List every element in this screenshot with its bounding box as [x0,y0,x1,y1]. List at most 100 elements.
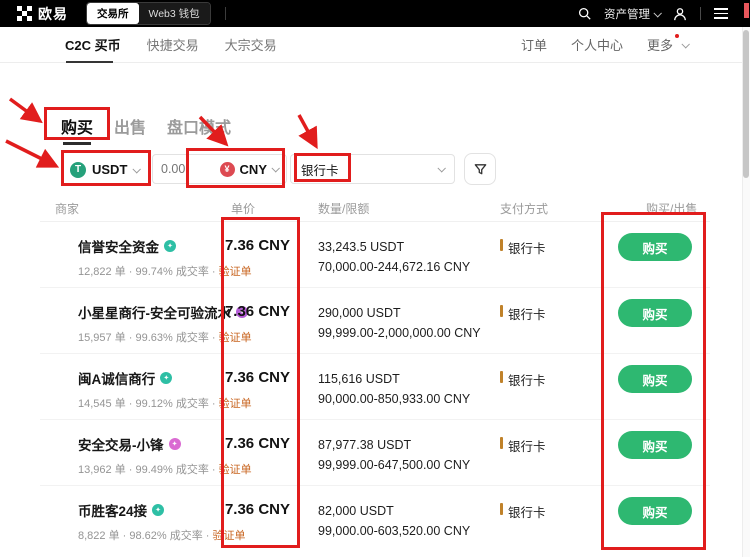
bank-card-icon [500,503,503,515]
payment-label: 银行卡 [508,374,546,388]
assets-menu-label: 资产管理 [604,8,650,21]
offers-table: 商家 单价 数量/限额 支付方式 购买/出售 信誉安全资金 ✦ 12,822 单… [40,196,710,552]
table-row: 闽A诚信商行 ✦ 14,545 单 · 99.12% 成交率 · 验证单 7.3… [40,354,710,420]
limit-range: 99,999.00-647,500.00 CNY [318,458,471,472]
chevron-down-icon [271,164,280,173]
merchant-name: 信誉安全资金 [78,240,159,255]
scrollbar-thumb[interactable] [743,30,749,178]
merchant-link[interactable]: 小星星商行-安全可验流水 ✦ [78,302,248,322]
payment-cell: 银行卡 [488,222,618,287]
amount-input[interactable] [161,162,201,176]
merchant-name: 安全交易-小锋 [78,438,164,453]
limit-range: 70,000.00-244,672.16 CNY [318,260,471,274]
crypto-select-value: USDT [92,162,128,177]
col-action: 购买/出售 [646,202,698,216]
merchant-stats: 8,822 单 · 98.62% 成交率 · 验证单 [78,530,246,542]
quantity-cell: 87,977.38 USDT 99,999.00-647,500.00 CNY [295,420,488,485]
tab-web3-wallet[interactable]: Web3 钱包 [138,3,210,24]
price-cell: 7.36 CNY [224,369,290,386]
buy-button[interactable]: 购买 [618,365,692,393]
secondary-nav: C2C 买币 快捷交易 大宗交易 订单 个人中心 更多 [0,27,750,63]
amount-filter: ¥ CNY [152,154,287,184]
chevron-down-icon [437,164,446,173]
arrow-to-buy-tab [8,97,43,124]
price-cell: 7.36 CNY [224,303,290,320]
col-price: 单价 [230,202,255,216]
trade-mode-tabs: 购买 出售 盘口模式 [61,114,232,145]
payment-cell: 银行卡 [488,420,618,485]
nav-profile[interactable]: 个人中心 [570,38,623,53]
limit-range: 99,000.00-603,520.00 CNY [318,524,471,538]
price-cell: 7.36 CNY [224,237,290,254]
nav-more[interactable]: 更多 [647,34,690,54]
merchant-link[interactable]: 币胜客24接 ✦ [78,500,205,520]
col-merchant: 商家 [55,202,80,216]
product-switcher: 交易所 Web3 钱包 [86,2,211,25]
nav-c2c-buy[interactable]: C2C 买币 [65,35,121,63]
fiat-select[interactable]: ¥ CNY [219,161,280,177]
payment-cell: 银行卡 [488,288,618,353]
chevron-down-icon [681,39,690,49]
tab-orderbook-mode[interactable]: 盘口模式 [167,120,232,137]
merchant-link[interactable]: 信誉安全资金 ✦ [78,236,205,256]
payment-cell: 银行卡 [488,486,618,552]
arrow-to-usdt [5,139,60,168]
tab-exchange[interactable]: 交易所 [87,3,139,24]
okx-logo[interactable]: 欧易 [17,4,68,24]
verified-label: 验证单 [218,266,252,278]
limit-range: 90,000.00-850,933.00 CNY [318,392,471,406]
payment-label: 银行卡 [508,506,546,520]
nav-quick-trade[interactable]: 快捷交易 [146,38,199,53]
funnel-icon [474,163,486,174]
logo-text: 欧易 [38,5,68,22]
merchant-stats: 12,822 单 · 99.74% 成交率 · 验证单 [78,266,252,278]
available-amount: 290,000 USDT [318,306,401,320]
available-amount: 82,000 USDT [318,504,394,518]
buy-button[interactable]: 购买 [618,299,692,327]
top-header-bar: 欧易 交易所 Web3 钱包 资产管理 [0,0,750,27]
cny-icon: ¥ [219,161,235,177]
scrollbar-track[interactable] [742,27,750,557]
table-row: 币胜客24接 ✦ 8,822 单 · 98.62% 成交率 · 验证单 7.36… [40,486,710,552]
table-row: 安全交易-小锋 ✦ 13,962 单 · 99.49% 成交率 · 验证单 7.… [40,420,710,486]
merchant-badge-icon: ✦ [152,504,165,516]
available-amount: 33,243.5 USDT [318,240,405,254]
payment-label: 银行卡 [508,308,546,322]
buy-button[interactable]: 购买 [618,497,692,525]
merchant-stats: 14,545 单 · 99.12% 成交率 · 验证单 [78,398,252,410]
limit-range: 99,999.00-2,000,000.00 CNY [318,326,481,340]
available-amount: 115,616 USDT [318,372,400,386]
payment-method-value: 银行卡 [301,163,339,178]
quantity-cell: 82,000 USDT 99,000.00-603,520.00 CNY [295,486,488,552]
buy-button[interactable]: 购买 [618,431,692,459]
buy-button[interactable]: 购买 [618,233,692,261]
price-cell: 7.36 CNY [224,435,290,452]
merchant-link[interactable]: 安全交易-小锋 ✦ [78,434,205,454]
arrow-to-bank [297,114,318,150]
nav-orders[interactable]: 订单 [520,38,547,53]
tab-buy[interactable]: 购买 [61,114,93,145]
tab-sell[interactable]: 出售 [114,120,147,137]
merchant-name: 币胜客24接 [78,504,148,519]
chevron-down-icon [132,164,142,174]
merchant-badge-icon: ✦ [236,306,248,318]
verified-label: 验证单 [218,332,252,344]
header-divider [224,7,226,20]
merchant-link[interactable]: 闽A诚信商行 ✦ [78,368,205,388]
okx-logo-icon [17,6,32,21]
payment-method-select[interactable]: 银行卡 [290,154,455,184]
payment-label: 银行卡 [508,242,546,256]
search-icon[interactable] [578,7,591,20]
price-cell: 7.36 CNY [224,501,290,518]
nav-block-trade[interactable]: 大宗交易 [224,38,277,53]
merchant-stats: 15,957 单 · 99.63% 成交率 · 验证单 [78,332,252,344]
table-row: 小星星商行-安全可验流水 ✦ 15,957 单 · 99.63% 成交率 · 验… [40,288,710,354]
crypto-select[interactable]: T USDT [70,155,145,184]
user-icon[interactable] [673,7,687,21]
filter-button[interactable] [464,153,496,185]
assets-menu[interactable]: 资产管理 [604,6,662,22]
merchant-name: 闽A诚信商行 [78,372,156,387]
merchant-badge-icon: ✦ [164,240,176,252]
verified-label: 验证单 [218,398,252,410]
menu-icon[interactable] [714,7,728,20]
